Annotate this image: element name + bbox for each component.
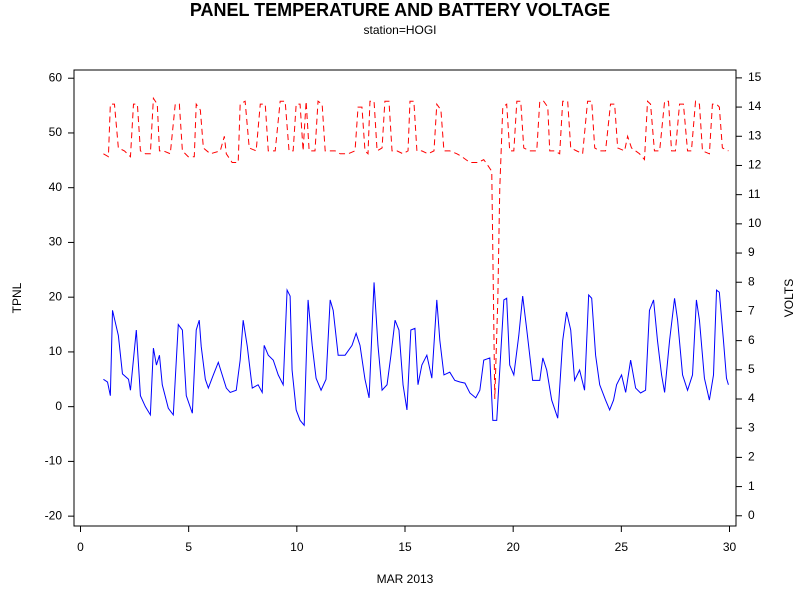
y2-tick-label: 13 [748, 128, 762, 142]
y2-tick-label: 11 [748, 187, 761, 201]
x-axis-label: MAR 2013 [377, 572, 434, 586]
x-tick-label: 15 [398, 540, 412, 554]
chart-title: PANEL TEMPERATURE AND BATTERY VOLTAGE [190, 0, 610, 20]
y-tick-label: 40 [49, 180, 63, 194]
y2-tick-label: 7 [748, 304, 755, 318]
y2-tick-label: 10 [748, 216, 762, 230]
series-line [103, 282, 729, 427]
x-tick-label: 5 [185, 540, 192, 554]
y-tick-label: 30 [49, 235, 63, 249]
y-tick-label: -20 [45, 508, 63, 522]
y-tick-label: -10 [45, 454, 63, 468]
y-tick-label: 0 [55, 399, 62, 413]
y2-tick-label: 8 [748, 274, 755, 288]
y2-tick-label: 9 [748, 245, 755, 259]
y-axis-label: TPNL [10, 282, 24, 313]
x-tick-label: 0 [77, 540, 84, 554]
chart-subtitle: station=HOGI [363, 23, 436, 37]
y2-tick-label: 15 [748, 70, 762, 84]
y-tick-label: 20 [49, 289, 63, 303]
y2-tick-label: 4 [748, 391, 755, 405]
y2-tick-label: 5 [748, 362, 755, 376]
y2-tick-label: 3 [748, 420, 755, 434]
x-tick-label: 10 [290, 540, 304, 554]
y2-tick-label: 6 [748, 333, 755, 347]
y2-axis-label: VOLTS [782, 279, 796, 317]
y2-tick-label: 14 [748, 99, 762, 113]
y2-tick-label: 0 [748, 508, 755, 522]
y-tick-label: 10 [49, 344, 63, 358]
y2-tick-label: 12 [748, 158, 762, 172]
y-tick-label: 50 [49, 125, 63, 139]
y-tick-label: 60 [49, 70, 63, 84]
series-line [103, 96, 729, 400]
y2-tick-label: 1 [748, 479, 755, 493]
y2-tick-label: 2 [748, 450, 755, 464]
x-tick-label: 30 [723, 540, 737, 554]
x-tick-label: 20 [506, 540, 520, 554]
x-tick-label: 25 [615, 540, 629, 554]
